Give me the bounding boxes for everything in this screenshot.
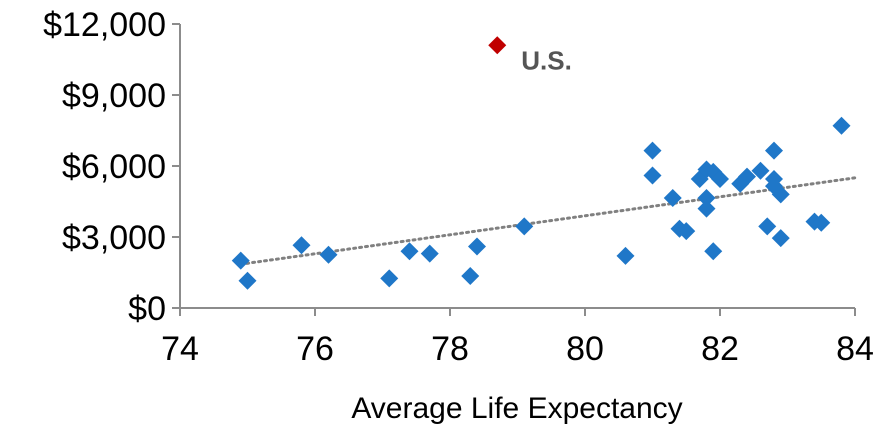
data-point [751,161,770,180]
data-point [238,271,257,290]
data-point [468,237,486,256]
data-point [771,229,790,248]
x-axis-title: Average Life Expectancy [351,392,682,425]
y-axis: $0 $3,000 $6,000 $9,000 $12,000 [43,6,181,328]
data-point [461,267,480,286]
data-point [697,199,716,218]
data-point [643,166,662,185]
data-points-group [231,36,851,290]
trendline-group [239,176,857,266]
x-tick-label: 78 [431,330,469,368]
data-point [832,116,851,135]
x-tick-label: 82 [701,330,739,368]
y-tick-label: $0 [128,290,166,328]
data-point [704,242,723,261]
annotations-group: U.S. [521,45,572,75]
data-point [765,141,783,160]
data-point [643,141,662,160]
trendline [239,176,857,266]
data-point [711,170,729,189]
data-point [292,236,311,255]
data-point [380,269,399,288]
y-tick-label: $6,000 [62,148,166,186]
data-point [231,251,250,270]
data-point [515,217,534,236]
y-tick-label: $9,000 [62,77,166,115]
data-point [616,246,635,265]
data-point [400,242,419,261]
data-point [771,185,790,204]
us-label: U.S. [521,45,572,75]
us-data-point [488,36,507,55]
data-point [758,217,777,236]
x-tick-label: 84 [836,330,874,368]
data-point [812,213,831,232]
y-tick-label: $3,000 [62,219,166,257]
data-point [319,245,338,264]
data-point [677,222,696,241]
data-point [420,244,439,263]
data-point [663,188,682,207]
x-axis: 74 76 78 80 82 84 [161,307,874,368]
x-tick-label: 80 [566,330,604,368]
data-point [738,167,756,186]
x-tick-label: 74 [161,330,199,368]
x-tick-label: 76 [296,330,334,368]
data-point [697,188,716,207]
y-tick-label: $12,000 [43,6,166,44]
